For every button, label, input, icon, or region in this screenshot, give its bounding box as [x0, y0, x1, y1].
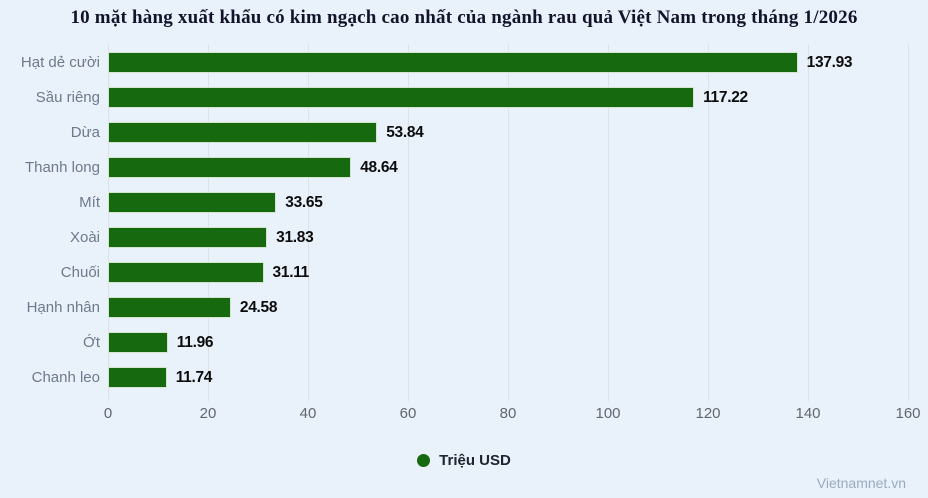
category-label: Chuối — [60, 264, 100, 281]
bar[interactable] — [108, 332, 168, 353]
x-tick-label: 40 — [299, 405, 317, 422]
bar-value-label: 31.83 — [276, 229, 314, 246]
gridline — [308, 45, 309, 401]
value-axis: 0 20 40 60 80 100 120 140 160 — [104, 405, 921, 427]
legend-label: Triệu USD — [439, 452, 511, 469]
bar[interactable] — [108, 157, 352, 178]
legend-dot-icon — [417, 454, 431, 467]
watermark[interactable]: Vietnamnet.vn — [816, 475, 906, 491]
bar[interactable] — [108, 52, 798, 73]
gridline — [808, 45, 809, 401]
x-tick-label: 100 — [595, 405, 621, 422]
bar-row: 137.93 — [108, 45, 908, 80]
bar-value-label: 48.64 — [360, 159, 398, 176]
bar-value-label: 117.22 — [703, 89, 748, 106]
gridline — [908, 45, 909, 401]
bar-row: 11.74 — [108, 360, 908, 395]
bar[interactable] — [108, 122, 378, 143]
x-tick-label: 120 — [695, 405, 721, 422]
bar-value-label: 53.84 — [386, 124, 424, 141]
gridline — [208, 45, 209, 401]
category-label: Hạt dẻ cười — [20, 54, 100, 71]
gridline — [108, 45, 109, 401]
chart-title: 10 mặt hàng xuất khẩu có kim ngạch cao n… — [70, 7, 858, 28]
bar-row: 33.65 — [108, 185, 908, 220]
bar-row: 11.96 — [108, 325, 908, 360]
category-label: Xoài — [69, 229, 100, 246]
category-label: Thanh long — [24, 159, 100, 176]
category-label: Dừa — [70, 124, 100, 141]
bar-row: 117.22 — [108, 80, 908, 115]
category-axis: Hạt dẻ cười Sầu riêng Dừa Thanh long Mít Xoài… — [0, 45, 100, 395]
bar-value-label: 33.65 — [285, 194, 323, 211]
category-label: Chanh leo — [31, 369, 100, 386]
gridline — [708, 45, 709, 401]
category-label: Sầu riêng — [35, 89, 100, 106]
bar[interactable] — [108, 367, 167, 388]
bar-row: 31.11 — [108, 255, 908, 290]
x-tick-label: 60 — [399, 405, 417, 422]
bar[interactable] — [108, 227, 268, 248]
x-tick-label: 140 — [795, 405, 821, 422]
bar-value-label: 11.74 — [175, 369, 213, 386]
bar-row: 24.58 — [108, 290, 908, 325]
bar-value-label: 137.93 — [806, 54, 853, 71]
bar-value-label: 31.11 — [272, 264, 310, 281]
category-label: Ớt — [82, 334, 100, 351]
bar[interactable] — [108, 297, 231, 318]
x-tick-label: 0 — [103, 405, 113, 422]
gridline — [408, 45, 409, 401]
gridline — [608, 45, 609, 401]
x-tick-label: 80 — [499, 405, 517, 422]
bar-value-label: 24.58 — [239, 299, 278, 316]
x-tick-label: 20 — [199, 405, 217, 422]
plot-area: 137.93 117.22 53.84 48.64 33.65 31.83 31.11 24.… — [108, 45, 909, 401]
bar-value-label: 11.96 — [176, 334, 214, 351]
bar-row: 53.84 — [108, 115, 908, 150]
bar[interactable] — [108, 192, 277, 213]
legend[interactable]: Triệu USD — [0, 452, 928, 469]
gridline — [508, 45, 509, 401]
bar-row: 48.64 — [108, 150, 908, 185]
category-label: Hạnh nhân — [26, 299, 100, 316]
bar[interactable] — [108, 87, 695, 108]
bar[interactable] — [108, 262, 264, 283]
bar-row: 31.83 — [108, 220, 908, 255]
x-tick-label: 160 — [895, 405, 921, 422]
category-label: Mít — [79, 194, 100, 211]
